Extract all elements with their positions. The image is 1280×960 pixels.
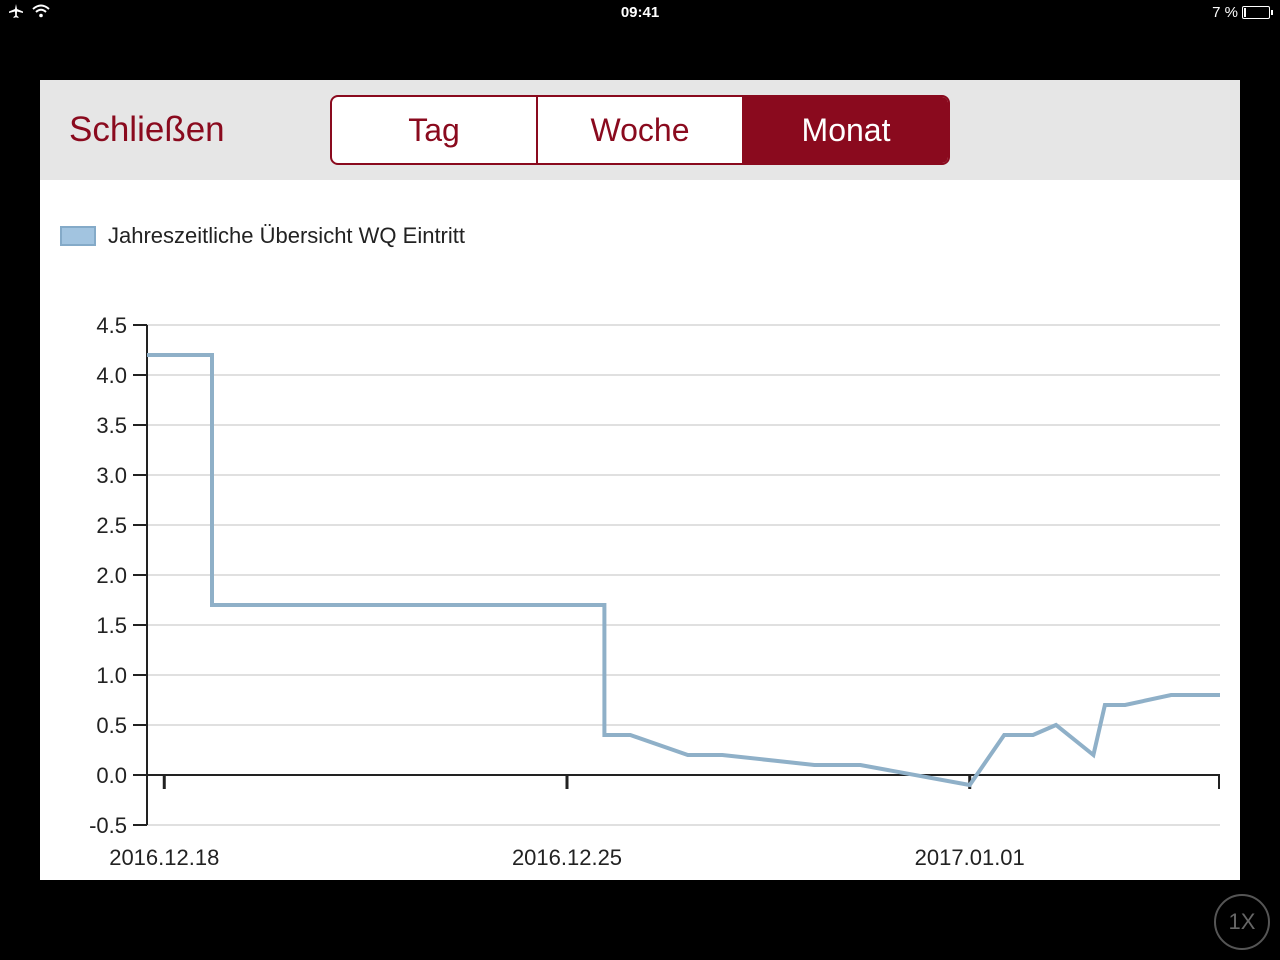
grid-lines	[147, 324, 1220, 826]
y-tick-label: 0.5	[96, 713, 127, 738]
legend-label: Jahreszeitliche Übersicht WQ Eintritt	[108, 223, 465, 248]
y-tick-label: -0.5	[89, 813, 127, 838]
segment-woche[interactable]: Woche	[538, 97, 744, 163]
status-left	[8, 3, 50, 19]
x-tick-label: 2016.12.18	[109, 845, 219, 870]
y-tick-label: 0.0	[96, 763, 127, 788]
y-tick-label: 2.0	[96, 563, 127, 588]
status-bar: 09:41 7 %	[0, 0, 1280, 26]
airplane-icon	[9, 4, 23, 18]
y-axis: 4.5 4.0 3.5 3.0 2.5 2.0 1.5 1.0 0.5 0.0 -0.5	[89, 313, 148, 838]
y-tick-label: 4.0	[96, 363, 127, 388]
zoom-1x-badge[interactable]: 1X	[1214, 894, 1270, 950]
y-tick-label: 2.5	[96, 513, 127, 538]
x-axis: 2016.12.18 2016.12.25 2017.01.01	[109, 774, 1220, 870]
battery-fill	[1244, 8, 1246, 17]
y-tick-label: 1.5	[96, 613, 127, 638]
close-button[interactable]: Schließen	[69, 110, 225, 149]
legend-swatch	[60, 226, 96, 246]
x-tick-label: 2017.01.01	[915, 845, 1025, 870]
chart-legend: Jahreszeitliche Übersicht WQ Eintritt	[60, 223, 465, 249]
line-chart: 4.5 4.0 3.5 3.0 2.5 2.0 1.5 1.0 0.5 0.0 -0.5 2016.…	[89, 313, 1220, 870]
period-segmented-control: Tag Woche Monat	[330, 95, 950, 165]
y-tick-label: 3.0	[96, 463, 127, 488]
series-line	[147, 353, 1220, 788]
status-time: 09:41	[620, 4, 660, 21]
y-tick-label: 4.5	[96, 313, 127, 338]
chart-panel: Schließen Tag Woche Monat Jahreszeitlich…	[40, 80, 1240, 880]
battery-icon	[1242, 6, 1273, 19]
battery-percentage: 7 %	[1212, 4, 1238, 21]
toolbar: Schließen Tag Woche Monat	[40, 80, 1240, 180]
segment-monat[interactable]: Monat	[744, 97, 948, 163]
x-tick-label: 2016.12.25	[512, 845, 622, 870]
wifi-icon	[32, 4, 50, 18]
status-right: 7 %	[1212, 4, 1273, 21]
y-tick-label: 3.5	[96, 413, 127, 438]
segment-tag[interactable]: Tag	[332, 97, 538, 163]
y-tick-label: 1.0	[96, 663, 127, 688]
